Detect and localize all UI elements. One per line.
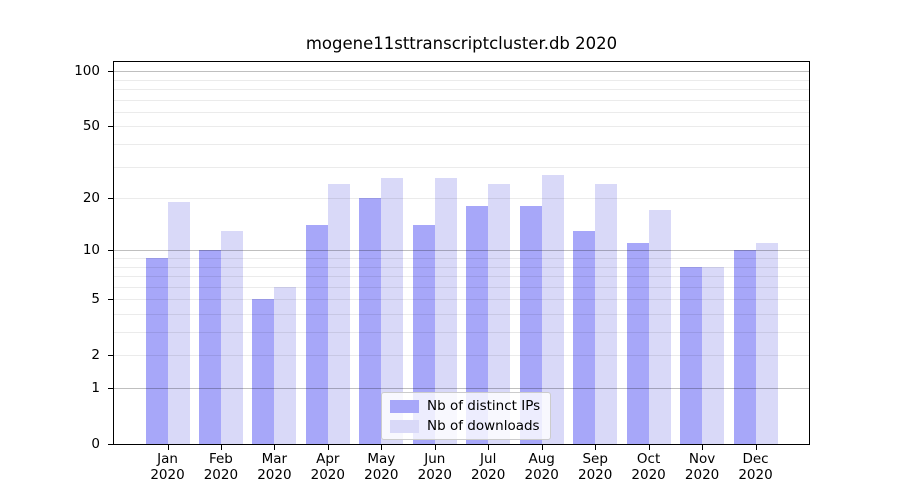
x-tick-label-jun: Jun 2020: [417, 451, 452, 483]
gridline-70: [114, 99, 809, 101]
legend-label-downloads: Nb of downloads: [427, 418, 540, 434]
y-tick-20: [108, 198, 113, 199]
gridline-3: [114, 332, 809, 333]
bar-distinct-ips-oct: [626, 243, 649, 444]
plot-area: Nb of distinct IPs Nb of downloads: [113, 61, 810, 445]
gridline-7: [114, 276, 809, 277]
bar-downloads-dec: [755, 243, 778, 444]
y-tick-label-100: 100: [74, 63, 100, 80]
x-tick-label-apr: Apr 2020: [310, 451, 345, 483]
x-tick-label-mar: Mar 2020: [257, 451, 292, 483]
bar-downloads-oct: [648, 210, 671, 444]
gridline-60: [114, 111, 809, 113]
gridline-30: [114, 166, 809, 168]
bar-distinct-ips-aug: [519, 206, 542, 444]
x-tick-nov: [702, 445, 704, 450]
y-tick-label-2: 2: [91, 347, 100, 364]
bar-downloads-feb: [220, 230, 243, 444]
gridline-8: [114, 266, 809, 268]
legend-swatch-downloads: [390, 419, 419, 433]
bar-distinct-ips-jan: [145, 257, 168, 444]
x-tick-label-oct: Oct 2020: [631, 451, 666, 483]
x-tick-label-jul: Jul 2020: [471, 451, 506, 483]
x-tick-sep: [595, 445, 597, 450]
bar-distinct-ips-nov: [680, 266, 703, 444]
bar-downloads-aug: [541, 174, 564, 444]
x-tick-label-sep: Sep 2020: [578, 451, 613, 483]
legend: Nb of distinct IPs Nb of downloads: [381, 392, 552, 440]
y-tick-label-0: 0: [91, 436, 100, 452]
gridline-9: [114, 257, 809, 259]
y-tick-label-50: 50: [82, 118, 100, 135]
bar-distinct-ips-jun: [412, 225, 435, 444]
bar-downloads-nov: [702, 266, 725, 444]
gridline-50: [114, 126, 809, 128]
y-tick-50: [108, 126, 113, 128]
bar-distinct-ips-apr: [305, 225, 328, 444]
legend-row-downloads: Nb of downloads: [390, 418, 540, 434]
x-tick-apr: [327, 445, 329, 450]
bar-downloads-jan: [167, 201, 190, 444]
bar-downloads-apr: [327, 183, 350, 444]
y-tick-label-10: 10: [82, 242, 100, 259]
x-tick-mar: [274, 445, 276, 450]
bar-downloads-sep: [595, 183, 618, 444]
x-tick-aug: [541, 445, 543, 450]
gridline-90: [114, 79, 809, 81]
gridline-6: [114, 286, 809, 288]
x-tick-jan: [167, 445, 169, 450]
bar-downloads-jul: [488, 183, 511, 444]
gridline-1: [114, 388, 809, 389]
legend-row-distinct-ips: Nb of distinct IPs: [390, 398, 540, 414]
x-tick-label-may: May 2020: [364, 451, 399, 483]
bar-distinct-ips-dec: [733, 250, 756, 444]
gridline-100: [114, 71, 809, 73]
y-tick-5: [108, 299, 113, 301]
x-tick-jul: [488, 445, 490, 450]
bar-downloads-jun: [434, 177, 457, 444]
x-tick-label-aug: Aug 2020: [524, 451, 559, 483]
bar-distinct-ips-may: [359, 198, 382, 444]
y-tick-label-1: 1: [91, 380, 100, 396]
bar-distinct-ips-mar: [252, 299, 275, 444]
y-tick-100: [108, 71, 113, 73]
y-tick-label-20: 20: [82, 190, 100, 206]
bar-downloads-may: [381, 177, 404, 444]
y-tick-label-5: 5: [91, 291, 100, 308]
gridline-40: [114, 143, 809, 145]
bar-downloads-mar: [274, 286, 297, 444]
x-tick-label-dec: Dec 2020: [738, 451, 773, 483]
gridline-20: [114, 198, 809, 199]
x-tick-label-feb: Feb 2020: [203, 451, 239, 483]
gridline-2: [114, 355, 809, 357]
gridline-5: [114, 299, 809, 301]
y-tick-2: [108, 355, 113, 357]
legend-swatch-distinct-ips: [390, 399, 419, 413]
x-tick-label-jan: Jan 2020: [150, 451, 185, 483]
x-tick-feb: [220, 445, 222, 450]
bar-distinct-ips-jul: [466, 206, 489, 444]
x-tick-may: [381, 445, 383, 450]
y-tick-1: [108, 388, 113, 389]
y-tick-10: [108, 250, 113, 252]
x-tick-label-nov: Nov 2020: [684, 451, 720, 483]
gridline-10: [114, 250, 809, 252]
bar-distinct-ips-sep: [573, 230, 596, 444]
x-tick-oct: [648, 445, 650, 450]
x-tick-jun: [434, 445, 436, 450]
chart-title: mogene11sttranscriptcluster.db 2020: [305, 34, 618, 53]
gridline-80: [114, 88, 809, 90]
y-tick-0: [108, 444, 113, 445]
bar-distinct-ips-feb: [198, 250, 221, 444]
x-tick-dec: [755, 445, 757, 450]
legend-label-distinct-ips: Nb of distinct IPs: [427, 398, 541, 414]
gridline-4: [114, 313, 809, 315]
